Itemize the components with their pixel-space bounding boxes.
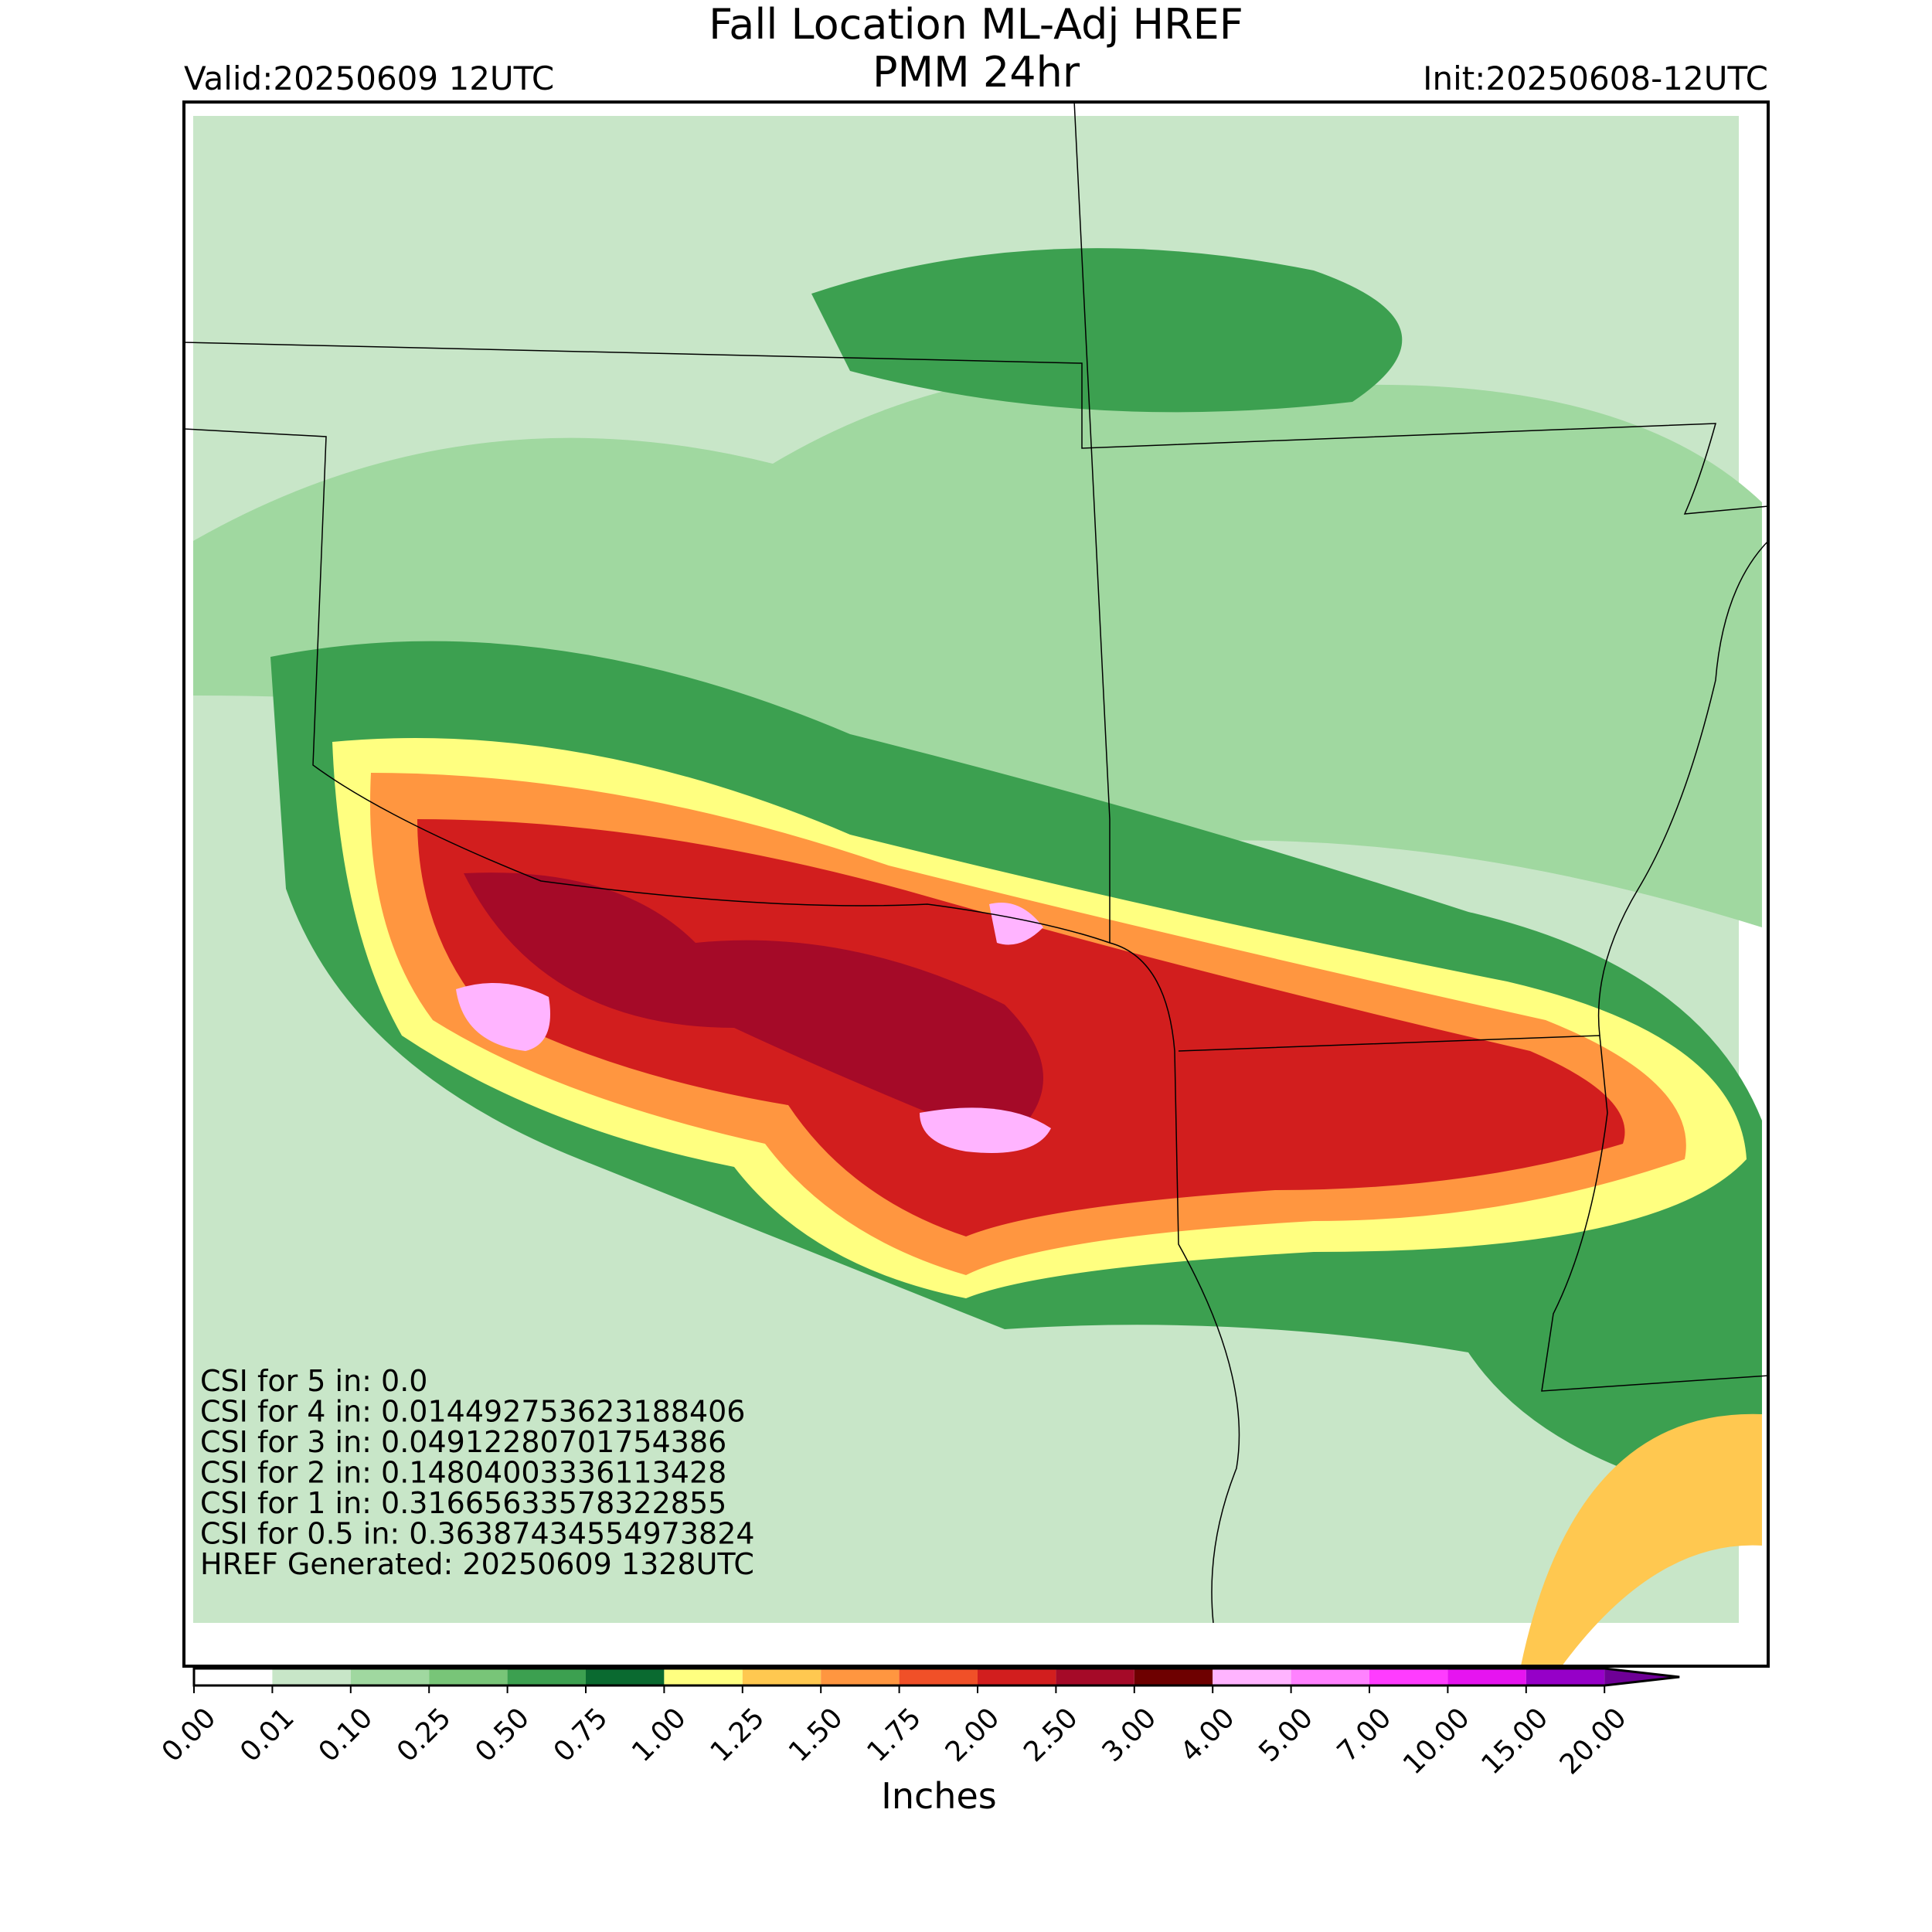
colorbar-tick-label: 4.00: [1175, 1702, 1241, 1768]
colorbar-swatch: [1213, 1668, 1291, 1685]
colorbar-tick-label: 1.25: [705, 1702, 771, 1768]
colorbar-tick-label: 0.01: [234, 1702, 301, 1768]
valid-time: Valid:20250609 12UTC: [184, 60, 554, 97]
stat-line: CSI for 2 in: 0.14804003336113428: [200, 1456, 726, 1490]
stat-line: CSI for 0.5 in: 0.36387434554973824: [200, 1517, 755, 1551]
map: [182, 100, 1770, 1668]
colorbar-swatch: [1056, 1668, 1134, 1685]
colorbar-tick-label: 7.00: [1332, 1702, 1398, 1768]
colorbar-tick-label: 1.50: [783, 1702, 849, 1768]
colorbar-extend: [1604, 1668, 1680, 1685]
colorbar-outline: [192, 1667, 1680, 1687]
colorbar-tick-label: 1.00: [626, 1702, 692, 1768]
colorbar-swatch: [194, 1668, 273, 1685]
colorbar-swatch: [586, 1668, 665, 1685]
colorbar-swatch: [1134, 1668, 1213, 1685]
stat-line: CSI for 5 in: 0.0: [200, 1364, 427, 1398]
colorbar-tick-label: 2.00: [940, 1702, 1006, 1768]
colorbar-swatch: [1526, 1668, 1605, 1685]
colorbar: 0.00 0.01 0.10 0.25 0.50 0.75 1.00 1.25 1.50 1.75…: [156, 1667, 1680, 1781]
colorbar-swatch: [899, 1668, 978, 1685]
colorbar-tick-label: 0.75: [548, 1702, 614, 1768]
colorbar-tick-label: 0.25: [391, 1702, 457, 1768]
colorbar-tick-label: 2.50: [1018, 1702, 1084, 1768]
colorbar-swatch: [664, 1668, 743, 1685]
colorbar-swatch: [272, 1668, 351, 1685]
colorbar-tick-label: 1.75: [861, 1702, 927, 1768]
colorbar-swatch: [1447, 1668, 1526, 1685]
colorbar-label: Inches: [881, 1775, 996, 1817]
colorbar-tick-label: 0.10: [313, 1702, 379, 1768]
colorbar-swatch: [1369, 1668, 1448, 1685]
colorbar-tick-label: 20.00: [1554, 1702, 1633, 1781]
colorbar-tick-label: 0.50: [469, 1702, 536, 1768]
colorbar-swatch: [429, 1668, 508, 1685]
colorbar-swatch: [1291, 1668, 1369, 1685]
subtitle: PMM 24hr: [872, 48, 1080, 97]
title: Fall Location ML-Adj HREF: [709, 0, 1243, 49]
stat-line: HREF Generated: 20250609 1328UTC: [200, 1547, 754, 1581]
colorbar-tick-label: 10.00: [1397, 1702, 1476, 1781]
colorbar-tick-label: 0.00: [156, 1702, 223, 1768]
colorbar-tick-label: 5.00: [1253, 1702, 1319, 1768]
colorbar-swatch: [507, 1668, 586, 1685]
colorbar-swatch: [742, 1668, 821, 1685]
colorbar-tick-label: 15.00: [1475, 1702, 1554, 1781]
colorbar-swatch: [978, 1668, 1056, 1685]
colorbar-tick-label: 3.00: [1097, 1702, 1163, 1768]
colorbar-swatch: [350, 1668, 430, 1685]
stat-line: CSI for 4 in: 0.014492753623188406: [200, 1395, 746, 1429]
stat-line: CSI for 1 in: 0.31665633578322855: [200, 1486, 726, 1520]
init-time: Init:20250608-12UTC: [1423, 60, 1768, 97]
stat-line: CSI for 3 in: 0.04912280701754386: [200, 1425, 726, 1459]
colorbar-swatch: [821, 1668, 900, 1685]
